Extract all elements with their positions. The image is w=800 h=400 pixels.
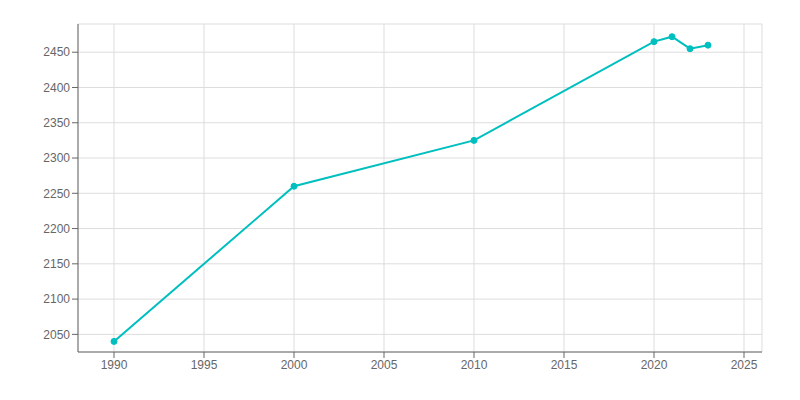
svg-text:2015: 2015 [551, 358, 578, 372]
svg-text:2005: 2005 [371, 358, 398, 372]
svg-text:2350: 2350 [43, 116, 70, 130]
svg-text:2025: 2025 [731, 358, 758, 372]
svg-text:2050: 2050 [43, 328, 70, 342]
svg-text:2200: 2200 [43, 222, 70, 236]
svg-text:1995: 1995 [191, 358, 218, 372]
svg-text:2450: 2450 [43, 45, 70, 59]
svg-text:2000: 2000 [281, 358, 308, 372]
svg-text:2100: 2100 [43, 292, 70, 306]
svg-text:2400: 2400 [43, 81, 70, 95]
svg-text:2010: 2010 [461, 358, 488, 372]
svg-text:2020: 2020 [641, 358, 668, 372]
svg-text:1990: 1990 [101, 358, 128, 372]
svg-text:2250: 2250 [43, 187, 70, 201]
svg-text:2300: 2300 [43, 151, 70, 165]
svg-text:2150: 2150 [43, 257, 70, 271]
